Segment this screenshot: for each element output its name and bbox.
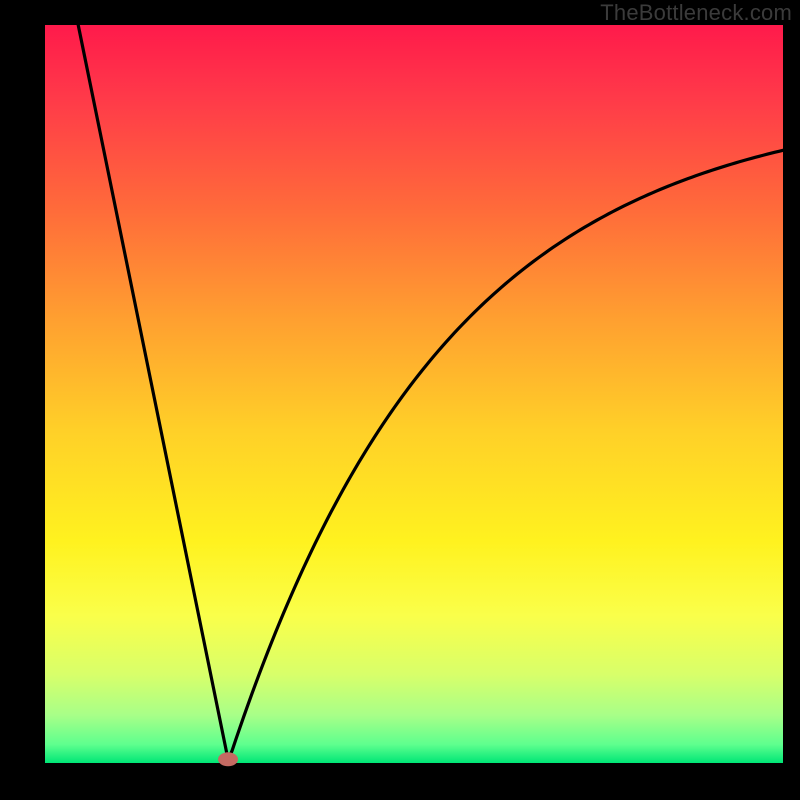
chart-svg	[0, 0, 800, 800]
chart-root: TheBottleneck.com	[0, 0, 800, 800]
chart-plot-area	[45, 25, 783, 763]
minimum-marker	[218, 752, 238, 766]
watermark-label: TheBottleneck.com	[600, 0, 792, 26]
